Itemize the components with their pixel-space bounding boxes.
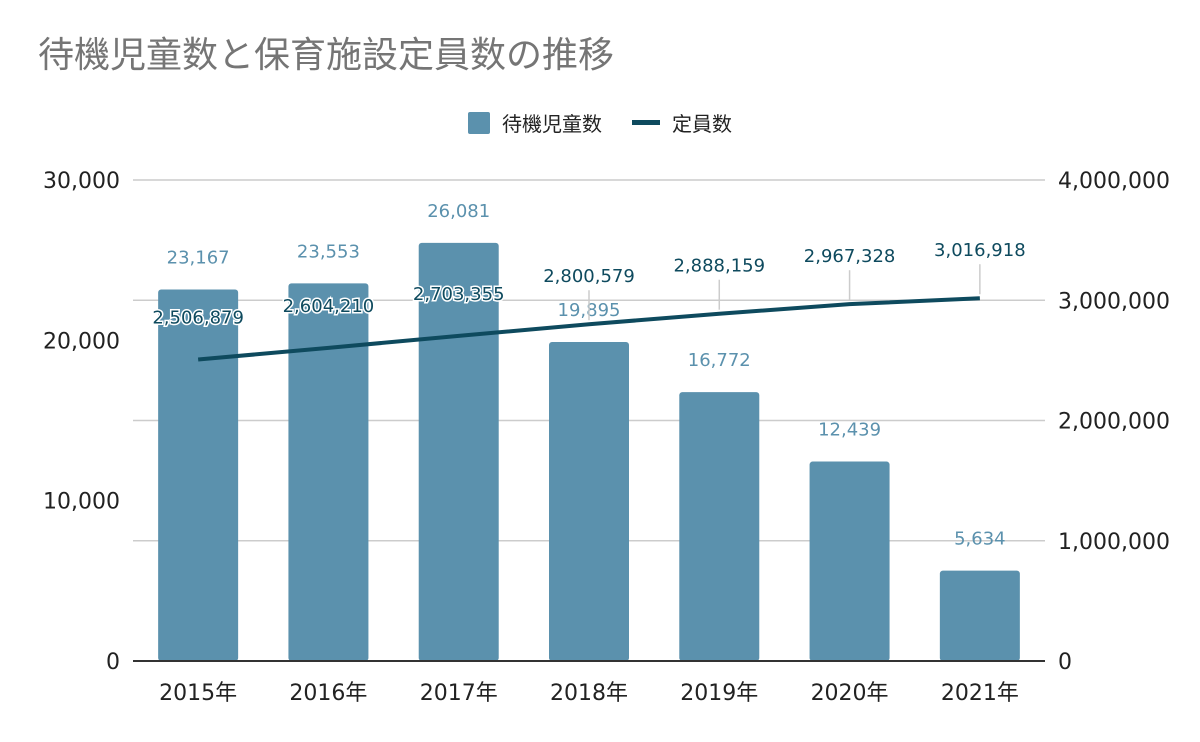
- bar-value-label: 12,439: [818, 420, 881, 441]
- y-left-tick-label: 10,000: [43, 490, 120, 515]
- y-right-tick-label: 3,000,000: [1058, 289, 1170, 314]
- bar-value-label: 23,553: [297, 241, 360, 262]
- line-value-label: 3,016,918: [934, 240, 1026, 261]
- x-tick-label: 2020年: [811, 681, 889, 706]
- bar: [158, 289, 239, 661]
- legend-label-bars: 待機児童数: [502, 112, 602, 136]
- x-tick-label: 2019年: [680, 681, 758, 706]
- legend-label-line: 定員数: [672, 112, 732, 136]
- y-right-tick-label: 0: [1058, 650, 1072, 675]
- bar-value-label: 23,167: [167, 248, 230, 269]
- x-tick-label: 2016年: [289, 681, 367, 706]
- line-value-label: 2,967,328: [804, 246, 896, 267]
- bar: [939, 570, 1020, 661]
- chart-legend: 待機児童数 定員数: [0, 108, 1200, 137]
- x-tick-label: 2018年: [550, 681, 628, 706]
- line-value-label: 2,506,879: [152, 308, 244, 329]
- bar: [288, 283, 369, 661]
- bar-value-label: 16,772: [688, 350, 751, 371]
- bar: [418, 242, 499, 661]
- y-right-tick-label: 4,000,000: [1058, 169, 1170, 194]
- bar: [549, 342, 629, 661]
- line-value-label: 2,703,355: [413, 284, 505, 305]
- legend-swatch-bars: [468, 111, 490, 134]
- x-tick-label: 2015年: [159, 681, 237, 706]
- line-series: [197, 296, 980, 362]
- legend-swatch-line: [632, 120, 660, 125]
- y-right-tick-label: 1,000,000: [1058, 530, 1170, 555]
- legend-item-line: 定員数: [632, 108, 732, 137]
- bar: [809, 461, 890, 661]
- y-left-tick-label: 0: [106, 650, 120, 675]
- line-value-label: 2,604,210: [283, 296, 375, 317]
- bar: [679, 392, 760, 661]
- line-value-label: 2,800,579: [543, 266, 635, 287]
- bar-value-label: 5,634: [954, 529, 1006, 550]
- bar-value-label: 26,081: [427, 201, 490, 222]
- y-right-tick-label: 2,000,000: [1058, 410, 1170, 435]
- chart-title: 待機児童数と保育施設定員数の推移: [38, 35, 615, 76]
- y-left-tick-label: 20,000: [43, 329, 120, 354]
- legend-item-bars: 待機児童数: [468, 108, 602, 137]
- y-left-tick-label: 30,000: [43, 169, 120, 194]
- x-tick-label: 2021年: [941, 681, 1019, 706]
- x-tick-label: 2017年: [420, 681, 498, 706]
- line-value-label: 2,888,159: [673, 256, 765, 277]
